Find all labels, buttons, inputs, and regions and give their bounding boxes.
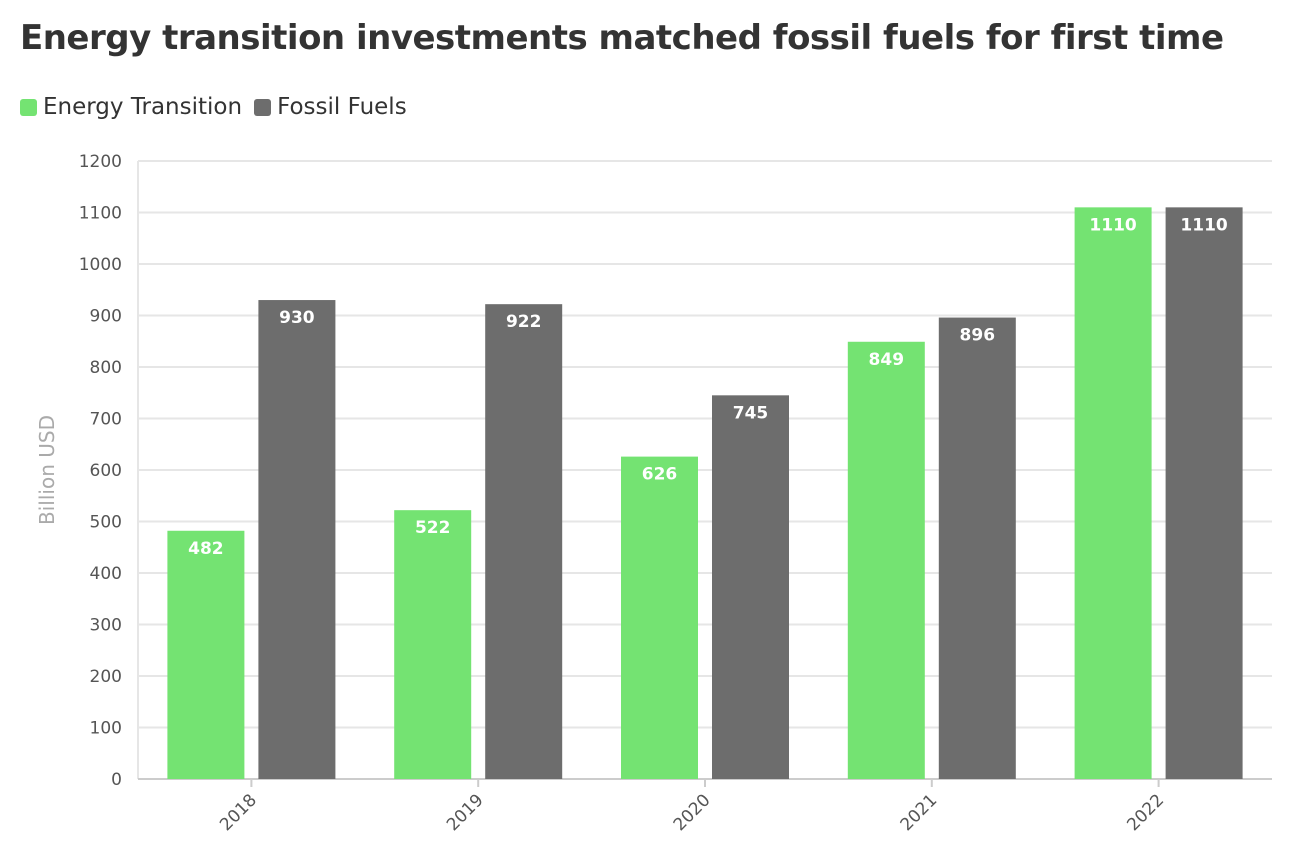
data-label: 1110 xyxy=(1089,215,1136,235)
bar-energy-transition-2018[interactable] xyxy=(167,530,245,779)
y-tick-label: 1200 xyxy=(79,152,122,172)
y-tick-label: 600 xyxy=(90,461,122,481)
legend: Energy Transition Fossil Fuels xyxy=(20,94,419,120)
bar-energy-transition-2022[interactable] xyxy=(1074,207,1152,780)
bar-fossil-fuels-2021[interactable] xyxy=(938,317,1016,779)
data-label: 922 xyxy=(506,312,542,332)
bar-fossil-fuels-2019[interactable] xyxy=(485,304,563,779)
legend-swatch-energy-transition xyxy=(20,98,37,116)
bars xyxy=(167,207,1243,780)
x-tick-label: 2020 xyxy=(670,790,715,835)
y-tick-label: 200 xyxy=(90,667,122,687)
y-tick-label: 1100 xyxy=(79,204,122,224)
bar-energy-transition-2021[interactable] xyxy=(847,341,925,779)
legend-item-energy-transition[interactable]: Energy Transition xyxy=(20,94,242,120)
x-tick-label: 2019 xyxy=(443,790,488,835)
y-tick-label: 1000 xyxy=(79,255,122,275)
data-label: 626 xyxy=(642,465,678,485)
y-tick-label: 700 xyxy=(90,410,122,430)
data-label: 1110 xyxy=(1180,215,1227,235)
bar-fossil-fuels-2022[interactable] xyxy=(1165,207,1243,780)
legend-swatch-fossil-fuels xyxy=(254,98,272,116)
x-tick-label: 2021 xyxy=(897,790,942,835)
data-label: 745 xyxy=(733,403,769,423)
y-tick-label: 900 xyxy=(90,307,122,327)
chart-title: Energy transition investments matched fo… xyxy=(20,18,1224,58)
x-tick-label: 2022 xyxy=(1123,790,1168,835)
legend-label-energy-transition: Energy Transition xyxy=(43,94,243,120)
data-label: 930 xyxy=(279,308,315,328)
y-tick-label: 500 xyxy=(90,513,122,533)
data-label: 849 xyxy=(869,350,905,370)
y-tick-label: 300 xyxy=(90,616,122,636)
data-label: 522 xyxy=(415,518,451,538)
y-axis-label: Billion USD xyxy=(35,415,59,525)
y-tick-label: 400 xyxy=(90,564,122,584)
data-label: 482 xyxy=(188,539,224,559)
y-tick-label: 0 xyxy=(111,770,122,790)
data-labels: 482 930 522 922 626 745 849 896 1110 1110 xyxy=(188,215,1228,558)
x-tick-label: 2018 xyxy=(216,790,261,835)
bar-fossil-fuels-2020[interactable] xyxy=(712,395,789,779)
bar-energy-transition-2020[interactable] xyxy=(621,456,698,779)
legend-label-fossil-fuels: Fossil Fuels xyxy=(277,94,407,120)
bar-energy-transition-2019[interactable] xyxy=(394,510,472,779)
bar-fossil-fuels-2018[interactable] xyxy=(258,300,336,779)
y-tick-label: 800 xyxy=(90,358,122,378)
legend-item-fossil-fuels[interactable]: Fossil Fuels xyxy=(254,94,407,120)
y-tick-label: 100 xyxy=(90,719,122,739)
data-label: 896 xyxy=(960,326,996,346)
